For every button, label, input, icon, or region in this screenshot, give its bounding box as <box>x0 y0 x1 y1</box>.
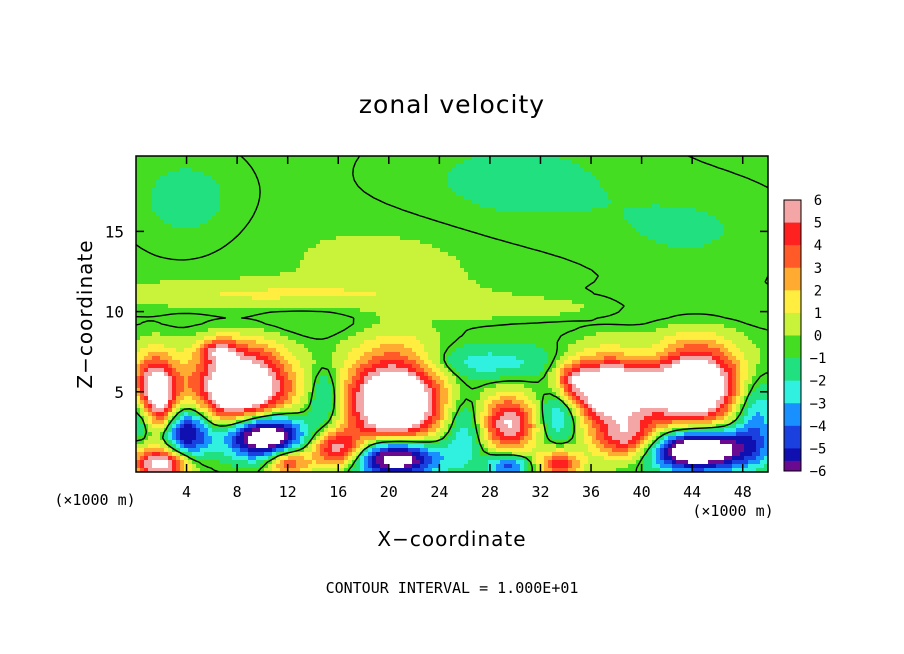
x-tick-label: 28 <box>481 483 499 501</box>
contour-interval-note: CONTOUR INTERVAL = 1.000E+01 <box>326 579 579 597</box>
colorbar-label: 4 <box>814 238 822 254</box>
x-axis: 4 8 12 16 20 24 28 32 36 40 44 48 <box>182 156 752 501</box>
colorbar-label: −4 <box>810 419 827 435</box>
contour-lines <box>136 156 768 472</box>
colorbar-band <box>784 290 801 314</box>
y-tick-label: 5 <box>114 383 124 402</box>
contour-label: 0.00 <box>505 0 539 4</box>
colorbar: 6 5 4 3 2 1 0 −1 −2 −3 −4 −5 −6 <box>783 193 827 480</box>
x-unit-left: (×1000 m) <box>54 491 135 509</box>
colorbar-label: −5 <box>810 441 827 457</box>
colorbar-band <box>784 267 801 291</box>
colorbar-label: −6 <box>810 464 827 480</box>
y-axis: 5 10 15 <box>105 222 768 402</box>
colorbar-label: 5 <box>814 216 822 232</box>
colorbar-band <box>784 403 801 427</box>
x-tick-label: 44 <box>683 483 701 501</box>
x-axis-label: X−coordinate <box>377 527 526 551</box>
colorbar-label: −3 <box>810 396 827 412</box>
colorbar-band <box>784 425 801 449</box>
plot-frame <box>135 155 769 473</box>
x-tick-label: 4 <box>182 483 191 501</box>
colorbar-band <box>784 200 801 223</box>
y-tick-label: 10 <box>105 303 124 322</box>
x-tick-label: 20 <box>380 483 398 501</box>
colorbar-band <box>784 312 801 336</box>
colorbar-label: 0 <box>814 329 822 345</box>
contour-label: 0.00 <box>473 0 507 4</box>
colorbar-band <box>784 245 801 269</box>
chart-title: zonal velocity <box>359 90 545 119</box>
zero-contour <box>136 156 768 472</box>
colorbar-band <box>784 222 801 246</box>
contour-label: 0.00 <box>225 0 259 4</box>
colorbar-frame <box>783 199 802 472</box>
x-tick-label: 12 <box>279 483 297 501</box>
contour-labels: 0.000.000.000.000.000.000.000.00 <box>194 0 539 4</box>
x-tick-label: 40 <box>633 483 651 501</box>
y-tick-label: 15 <box>105 222 124 241</box>
contour-label: 0.00 <box>194 0 228 4</box>
colorbar-label: 3 <box>814 261 822 277</box>
x-tick-label: 8 <box>233 483 242 501</box>
contour-label: 0.00 <box>412 0 446 4</box>
colorbar-label: 2 <box>814 283 822 299</box>
colorbar-label: −2 <box>810 374 827 390</box>
x-tick-label: 24 <box>430 483 448 501</box>
colorbar-band <box>784 358 801 381</box>
contour-label: 0.00 <box>254 0 288 4</box>
x-unit-right: (×1000 m) <box>692 502 773 520</box>
x-tick-label: 32 <box>531 483 549 501</box>
colorbar-label: −1 <box>810 351 827 367</box>
colorbar-band <box>784 335 801 359</box>
velocity-field <box>136 156 768 472</box>
colorbar-label: 1 <box>814 306 822 322</box>
x-tick-label: 48 <box>734 483 752 501</box>
contour-label: 0.00 <box>476 0 510 4</box>
colorbar-band <box>784 380 801 404</box>
contour-label: 0.00 <box>345 0 379 4</box>
colorbar-band <box>784 460 801 471</box>
x-tick-label: 16 <box>329 483 347 501</box>
y-axis-label: Z−coordinate <box>73 239 97 388</box>
colorbar-label: 6 <box>814 193 822 209</box>
x-tick-label: 36 <box>582 483 600 501</box>
